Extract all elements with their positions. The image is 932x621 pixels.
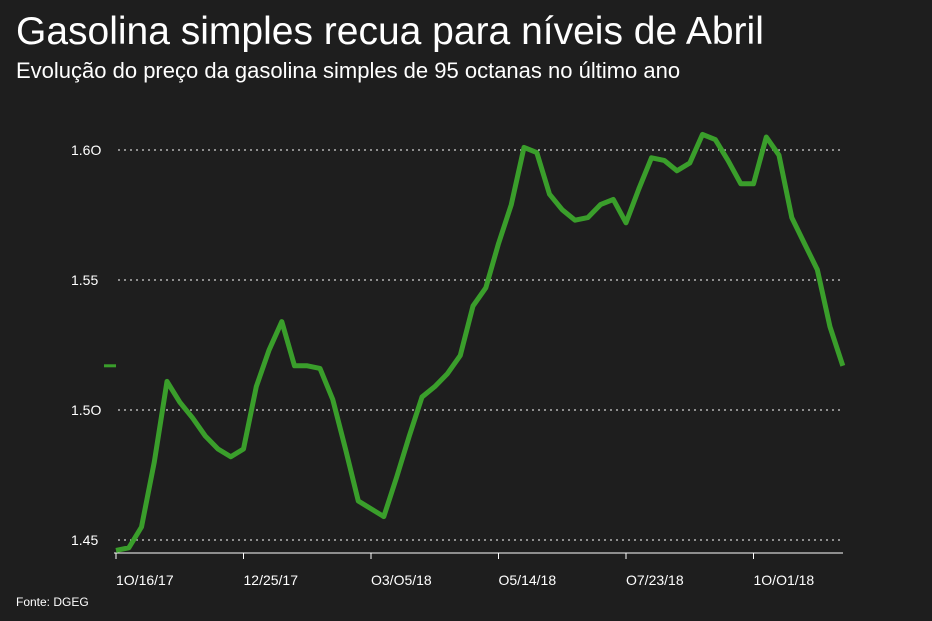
series-line	[115, 131, 846, 553]
source-note: Fonte: DGEG	[16, 595, 89, 609]
series-layer	[104, 131, 846, 553]
gridlines	[118, 149, 843, 541]
chart-title: Gasolina simples recua para níveis de Ab…	[16, 10, 764, 53]
y-tick-label: 1.6O	[71, 142, 101, 158]
y-tick-label: 1.55	[71, 272, 98, 288]
x-tick-label: O7/23/18	[626, 572, 684, 588]
x-tick-label: 1O/O1/18	[754, 572, 815, 588]
y-tick-label: 1.45	[71, 532, 98, 548]
x-tick-label: 12/25/17	[244, 572, 299, 588]
x-tick-label: O5/14/18	[499, 572, 557, 588]
x-axis: 1O/16/17 12/25/17 O3/O5/18 O5/14/18 O7/23/18…	[114, 552, 843, 588]
x-tick-label: O3/O5/18	[371, 572, 432, 588]
y-tick-label: 1.5O	[71, 402, 101, 418]
chart-subtitle: Evolução do preço da gasolina simples de…	[16, 58, 681, 83]
x-tick-label: 1O/16/17	[116, 572, 174, 588]
y-axis-labels: 1.45 1.5O 1.55 1.6O	[71, 142, 101, 548]
